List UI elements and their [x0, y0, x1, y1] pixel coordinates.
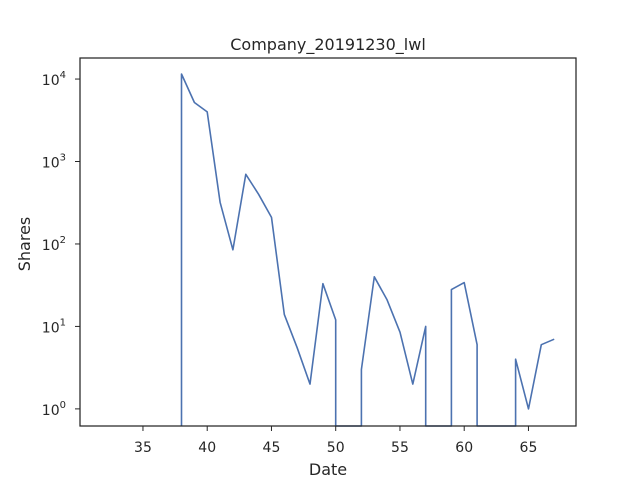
y-tick-base: 10 — [42, 156, 60, 172]
x-tick-label: 40 — [198, 440, 216, 456]
series-line — [180, 73, 555, 427]
x-tick-label: 60 — [455, 440, 473, 456]
y-tick-base: 10 — [42, 238, 60, 254]
y-tick-base: 10 — [42, 320, 60, 336]
y-tick-base: 10 — [42, 73, 60, 89]
x-tick-label: 45 — [263, 440, 281, 456]
y-tick-label: 104 — [42, 70, 66, 89]
y-tick-label: 100 — [42, 400, 66, 419]
y-tick-label: 102 — [42, 235, 66, 254]
x-tick-label: 65 — [520, 440, 538, 456]
x-tick-label: 50 — [327, 440, 345, 456]
plot-area — [180, 73, 555, 427]
x-tick-label: 35 — [134, 440, 152, 456]
y-tick-label: 103 — [42, 153, 66, 172]
x-axis: 35 40 45 50 55 60 65 — [134, 426, 537, 456]
plot-frame — [79, 57, 577, 427]
y-tick-base: 10 — [42, 403, 60, 419]
y-tick-label: 101 — [42, 317, 66, 336]
x-tick-label: 55 — [391, 440, 409, 456]
y-tick-exponent: 2 — [60, 235, 66, 246]
y-tick-exponent: 3 — [60, 153, 66, 164]
x-axis-label: Date — [309, 460, 347, 479]
y-axis-label: Shares — [15, 217, 34, 272]
y-tick-exponent: 1 — [60, 317, 66, 328]
y-tick-exponent: 4 — [60, 70, 66, 81]
y-tick-exponent: 0 — [60, 400, 66, 411]
chart-title: Company_20191230_lwl — [230, 35, 426, 55]
